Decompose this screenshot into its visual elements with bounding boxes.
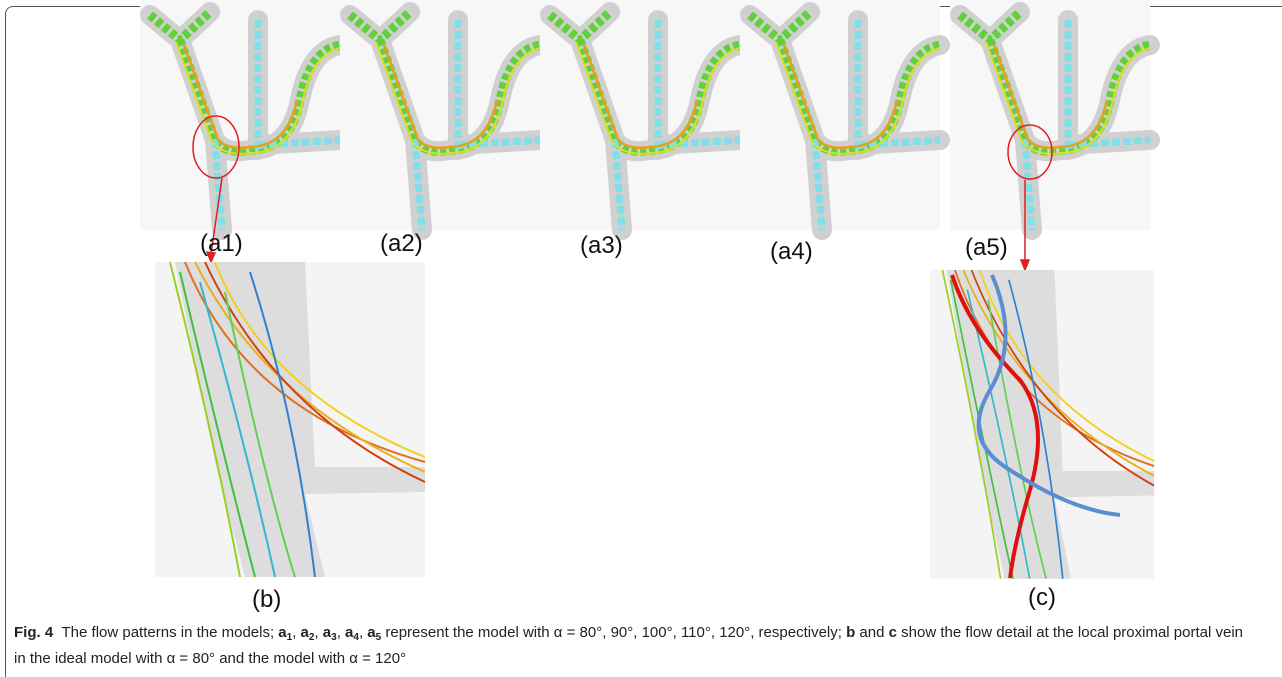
detail-image-c (930, 270, 1154, 579)
model-image-a2 (340, 0, 540, 230)
panel-label: (b) (252, 586, 281, 614)
panel-label: (a4) (770, 238, 813, 266)
model-image-a1 (140, 0, 340, 230)
figure-page: (a1) (a2) (a3) (a4) (a5) (b) (c) Fig. 4 … (0, 0, 1282, 676)
panel-label: (a1) (200, 230, 243, 258)
caption-text: , (292, 624, 300, 641)
panel-label: (a5) (965, 234, 1008, 262)
panel-label: (c) (1028, 584, 1056, 612)
figure-images (0, 0, 1282, 620)
figure-caption: Fig. 4 The flow patterns in the models; … (14, 622, 1254, 669)
caption-text: a (301, 624, 309, 641)
caption-text: , (314, 624, 322, 641)
caption-text: , (337, 624, 345, 641)
caption-text: represent the model with α = 80°, 90°, 1… (381, 624, 846, 641)
model-image-a4 (740, 0, 940, 230)
model-image-a5 (950, 0, 1150, 230)
panel-label: (a2) (380, 230, 423, 258)
caption-text: a (278, 624, 286, 641)
caption-label: Fig. 4 (14, 624, 53, 641)
model-image-a3 (540, 0, 740, 230)
caption-text: a (367, 624, 375, 641)
caption-text: a (323, 624, 331, 641)
panel-label: (a3) (580, 232, 623, 260)
caption-text: and (855, 624, 888, 641)
caption-text: c (889, 624, 897, 641)
detail-image-b (155, 262, 425, 577)
caption-text: The flow patterns in the models; (62, 624, 279, 641)
caption-text: b (846, 624, 855, 641)
